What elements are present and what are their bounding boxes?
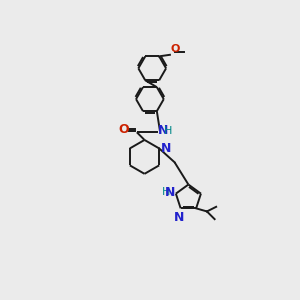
Text: O: O: [171, 44, 180, 54]
Text: O: O: [118, 123, 129, 136]
Text: H: H: [162, 187, 170, 197]
Text: H: H: [164, 126, 172, 136]
Text: N: N: [174, 211, 184, 224]
Text: N: N: [165, 186, 175, 199]
Text: N: N: [161, 142, 171, 155]
Text: N: N: [158, 124, 169, 137]
